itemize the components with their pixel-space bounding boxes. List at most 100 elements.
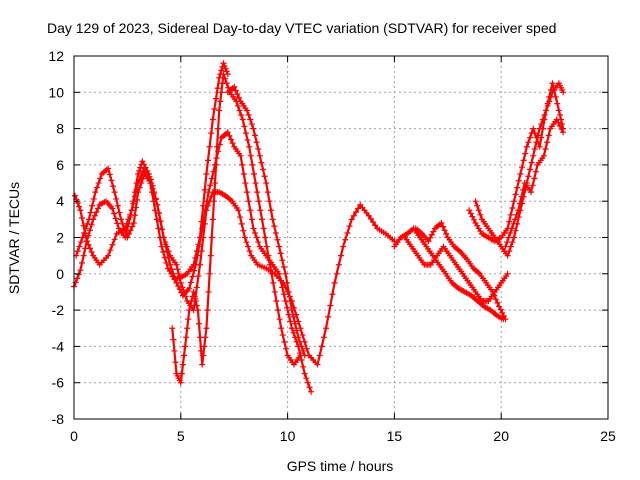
data-point-marker (335, 261, 342, 268)
data-point-marker (276, 243, 283, 250)
data-point-marker (517, 170, 524, 177)
y-tick-label: 10 (48, 84, 64, 100)
data-point-marker (551, 87, 558, 94)
data-point-marker (79, 234, 86, 241)
data-point-marker (555, 119, 562, 126)
data-point-marker (506, 248, 513, 255)
data-point-marker (241, 234, 248, 241)
data-point-marker (224, 129, 231, 136)
data-point-marker (320, 334, 327, 341)
data-point-marker (279, 257, 286, 264)
data-point-marker (331, 279, 338, 286)
data-point-marker (175, 270, 182, 277)
y-axis-label: SDTVAR / TECUs (6, 182, 22, 294)
data-point-marker (502, 243, 509, 250)
data-point-marker (519, 164, 526, 171)
data-point-marker (197, 234, 204, 241)
data-point-marker (193, 302, 200, 309)
x-tick-label: 10 (280, 428, 296, 444)
data-point-marker (179, 361, 186, 368)
data-point-marker (304, 379, 311, 386)
data-point-marker (223, 68, 230, 75)
data-point-marker (242, 180, 249, 187)
data-point-marker (234, 102, 241, 109)
data-point-marker (549, 80, 556, 87)
data-point-marker (127, 227, 134, 234)
data-point-marker (546, 93, 553, 100)
data-point-marker (201, 186, 208, 193)
data-point-marker (139, 158, 146, 165)
data-point-marker (298, 343, 305, 350)
data-point-marker (530, 152, 537, 159)
data-point-marker (274, 236, 281, 243)
data-point-marker (477, 211, 484, 218)
data-point-marker (237, 214, 244, 221)
data-point-marker (173, 279, 180, 286)
data-point-marker (178, 370, 185, 377)
data-point-marker (252, 132, 259, 139)
data-point-marker (240, 170, 247, 177)
data-point-marker (216, 107, 223, 114)
series-6 (391, 225, 507, 323)
data-point-marker (248, 121, 255, 128)
data-point-marker (87, 245, 94, 252)
data-point-marker (522, 150, 529, 157)
data-point-marker (282, 270, 289, 277)
data-point-marker (89, 202, 96, 209)
data-point-marker (252, 180, 259, 187)
data-point-marker (186, 285, 193, 292)
data-point-marker (308, 388, 315, 395)
data-point-marker (467, 210, 474, 217)
series-4 (169, 71, 304, 386)
data-point-marker (247, 152, 254, 159)
data-point-marker (244, 189, 251, 196)
data-point-marker (126, 230, 133, 237)
data-point-marker (239, 116, 246, 123)
data-point-marker (427, 234, 434, 241)
data-point-marker (162, 241, 169, 248)
data-point-marker (138, 180, 145, 187)
data-point-marker (90, 195, 97, 202)
data-point-marker (205, 189, 212, 196)
data-point-marker (272, 229, 279, 236)
data-point-marker (538, 134, 545, 141)
series-11 (502, 116, 567, 250)
data-point-marker (229, 140, 236, 147)
data-point-marker (208, 130, 215, 137)
data-point-marker (93, 184, 100, 191)
axis-ticks: -8 -6 -4 -2 0 2 4 6 8 10 12 0 5 10 15 20 25 (48, 48, 616, 444)
data-point-marker (109, 183, 116, 190)
data-point-marker (300, 363, 307, 370)
data-point-marker (181, 352, 188, 359)
data-point-marker (108, 177, 115, 184)
data-point-marker (355, 205, 362, 212)
data-point-marker (187, 302, 194, 309)
data-point-marker (200, 352, 207, 359)
data-point-marker (518, 193, 525, 200)
x-tick-label: 15 (387, 428, 403, 444)
data-point-marker (329, 291, 336, 298)
data-point-marker (556, 111, 563, 118)
data-point-marker (496, 303, 503, 310)
data-point-marker (109, 205, 116, 212)
data-point-marker (214, 85, 221, 92)
data-point-marker (170, 270, 177, 277)
data-point-marker (250, 170, 257, 177)
data-point-marker (74, 275, 81, 282)
data-point-marker (276, 316, 283, 323)
data-point-marker (209, 116, 216, 123)
data-point-marker (152, 196, 159, 203)
data-point-marker (303, 375, 310, 382)
data-point-marker (234, 91, 241, 98)
data-point-marker (154, 201, 161, 208)
data-point-marker (117, 216, 124, 223)
data-point-marker (530, 125, 537, 132)
data-point-marker (200, 216, 207, 223)
data-point-marker (545, 132, 552, 139)
data-point-marker (558, 126, 565, 133)
series-3 (73, 129, 315, 395)
data-point-marker (560, 129, 567, 136)
data-point-marker (244, 136, 251, 143)
data-point-marker (553, 116, 560, 123)
data-point-marker (243, 239, 250, 246)
